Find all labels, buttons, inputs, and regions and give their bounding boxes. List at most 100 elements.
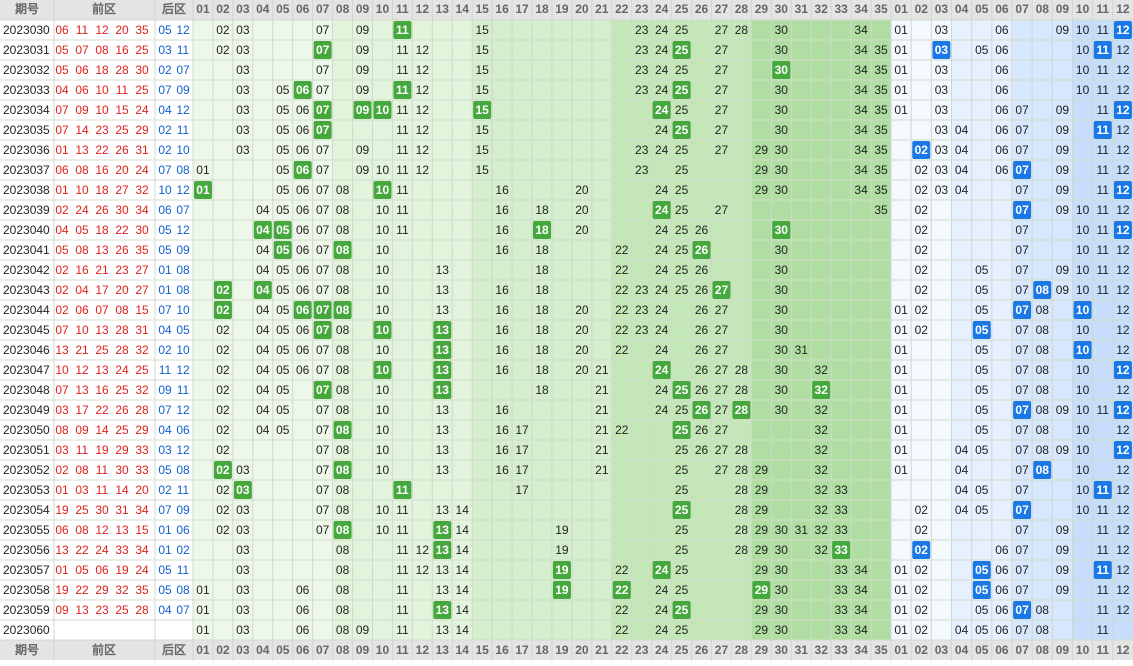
back-cell: 12 xyxy=(1116,123,1130,137)
front-number: 01 xyxy=(55,563,69,577)
front-cell: 13 xyxy=(436,263,450,277)
front-cell: 16 xyxy=(495,403,509,417)
back-cell: 12 xyxy=(1116,543,1130,557)
back-number: 08 xyxy=(176,283,190,297)
back-cell: 01 xyxy=(894,323,908,337)
front-cell: 20 xyxy=(575,223,589,237)
front-number: 13 xyxy=(95,323,109,337)
front-cell: 07 xyxy=(316,63,330,77)
back-number: 08 xyxy=(176,463,190,477)
back-cell: 06 xyxy=(995,603,1009,617)
front-cell: 08 xyxy=(336,463,350,477)
front-cell: 08 xyxy=(336,603,350,617)
back-cell: 12 xyxy=(1116,223,1130,237)
front-cell: 11 xyxy=(396,623,409,637)
back-cell: 11 xyxy=(1096,483,1109,497)
back-cell: 10 xyxy=(1076,303,1090,317)
front-cell: 25 xyxy=(675,43,689,57)
front-cell: 23 xyxy=(635,23,649,37)
front-number: 08 xyxy=(115,303,129,317)
back-cell: 07 xyxy=(1015,623,1029,637)
back-number: 07 xyxy=(158,163,172,177)
back-cell: 12 xyxy=(1116,383,1130,397)
back-cell: 11 xyxy=(1097,183,1110,197)
front-cell: 11 xyxy=(396,143,409,157)
front-cell: 17 xyxy=(515,463,529,477)
back-cell: 04 xyxy=(955,183,969,197)
front-cell: 32 xyxy=(815,403,829,417)
front-number: 02 xyxy=(55,203,69,217)
front-cell: 09 xyxy=(356,143,370,157)
col-label: 12 xyxy=(416,643,430,657)
back-cell: 02 xyxy=(915,263,929,277)
front-number: 30 xyxy=(115,203,129,217)
front-number: 06 xyxy=(75,303,89,317)
back-number: 12 xyxy=(176,183,190,197)
back-cell: 01 xyxy=(894,363,908,377)
col-label: 32 xyxy=(815,643,829,657)
front-number: 06 xyxy=(75,63,89,77)
back-cell: 10 xyxy=(1076,503,1090,517)
front-number: 13 xyxy=(95,243,109,257)
front-number: 33 xyxy=(135,443,149,457)
front-number: 34 xyxy=(135,543,149,557)
back-cell: 10 xyxy=(1076,323,1090,337)
front-cell: 11 xyxy=(396,543,409,557)
front-cell: 08 xyxy=(336,363,350,377)
front-cell: 25 xyxy=(675,423,689,437)
back-cell: 10 xyxy=(1076,483,1090,497)
front-cell: 04 xyxy=(256,263,270,277)
header-front: 前区 xyxy=(92,1,116,16)
front-number: 11 xyxy=(76,443,89,457)
front-cell: 05 xyxy=(276,103,290,117)
front-cell: 20 xyxy=(575,183,589,197)
front-cell: 06 xyxy=(296,623,310,637)
back-number: 05 xyxy=(158,563,172,577)
front-cell: 04 xyxy=(256,203,270,217)
front-cell: 34 xyxy=(854,123,868,137)
col-label: 24 xyxy=(655,2,669,16)
front-number: 25 xyxy=(95,343,109,357)
front-cell: 30 xyxy=(775,63,789,77)
back-cell: 11 xyxy=(1097,103,1110,117)
front-cell: 12 xyxy=(416,543,430,557)
back-cell: 12 xyxy=(1116,23,1130,37)
front-cell: 26 xyxy=(695,443,709,457)
col-label: 02 xyxy=(915,2,929,16)
back-cell: 08 xyxy=(1036,403,1050,417)
front-cell: 06 xyxy=(296,183,310,197)
front-number: 08 xyxy=(75,163,89,177)
front-cell: 18 xyxy=(535,263,549,277)
back-cell: 01 xyxy=(894,43,908,57)
front-cell: 04 xyxy=(256,403,270,417)
front-cell: 07 xyxy=(316,143,330,157)
front-cell: 04 xyxy=(256,243,270,257)
back-cell: 12 xyxy=(1116,143,1130,157)
front-cell: 20 xyxy=(575,343,589,357)
front-number: 25 xyxy=(115,603,129,617)
col-label: 04 xyxy=(955,643,969,657)
front-number: 13 xyxy=(75,143,89,157)
back-cell: 02 xyxy=(915,563,929,577)
back-number: 02 xyxy=(158,63,172,77)
front-cell: 27 xyxy=(715,343,729,357)
front-number: 15 xyxy=(135,523,149,537)
front-number: 10 xyxy=(75,183,89,197)
front-cell: 33 xyxy=(834,523,848,537)
col-label: 10 xyxy=(376,643,390,657)
back-cell: 08 xyxy=(1036,283,1050,297)
front-cell: 11 xyxy=(396,23,409,37)
back-cell: 07 xyxy=(1015,223,1029,237)
front-cell: 11 xyxy=(396,43,409,57)
front-cell: 02 xyxy=(216,43,230,57)
front-cell: 24 xyxy=(655,143,669,157)
back-cell: 04 xyxy=(955,123,969,137)
back-cell: 05 xyxy=(975,283,989,297)
col-label: 19 xyxy=(555,643,569,657)
front-cell: 32 xyxy=(815,543,829,557)
front-cell: 25 xyxy=(675,103,689,117)
front-cell: 32 xyxy=(815,503,829,517)
col-label: 13 xyxy=(436,2,450,16)
front-number: 02 xyxy=(55,283,69,297)
front-cell: 07 xyxy=(316,123,330,137)
